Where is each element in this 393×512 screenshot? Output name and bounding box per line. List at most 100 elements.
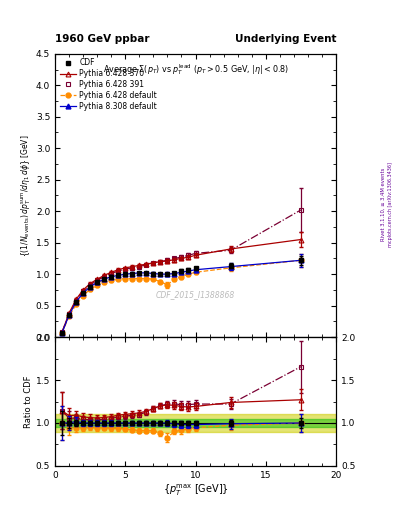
Pythia 6.428 391 [88,282,92,288]
CDF [165,271,170,277]
Pythia 6.428 default [179,273,184,280]
Pythia 6.428 default [130,275,135,282]
Pythia 8.308 default [130,270,135,276]
Text: CDF_2015_I1388868: CDF_2015_I1388868 [156,290,235,299]
Pythia 6.428 391 [116,268,121,274]
Pythia 6.428 default [193,269,198,275]
Pythia 6.428 391 [172,255,177,262]
CDF [144,270,149,276]
Pythia 8.308 default [144,270,149,276]
Pythia 6.428 370 [74,296,79,303]
Pythia 8.308 default [137,270,142,276]
Pythia 6.428 370 [144,261,149,267]
CDF [74,300,79,306]
CDF [116,272,121,279]
Pythia 6.428 391 [109,270,114,276]
Pythia 6.428 370 [158,259,163,265]
Pythia 6.428 370 [102,272,107,279]
CDF [186,267,191,273]
Pythia 6.428 default [172,276,177,282]
Pythia 8.308 default [67,312,72,318]
Pythia 8.308 default [228,264,233,270]
Pythia 6.428 370 [116,267,121,273]
Pythia 6.428 370 [137,262,142,268]
CDF [60,330,64,336]
Pythia 8.308 default [88,284,92,290]
Pythia 6.428 default [299,257,303,263]
Pythia 8.308 default [151,270,156,276]
Pythia 6.428 391 [179,254,184,260]
Pythia 6.428 370 [186,254,191,260]
Pythia 6.428 370 [151,260,156,266]
Pythia 6.428 370 [130,264,135,270]
Pythia 6.428 default [123,275,128,282]
Pythia 6.428 default [81,292,86,298]
CDF [151,270,156,276]
CDF [130,270,135,276]
Pythia 8.308 default [158,271,163,277]
Pythia 6.428 370 [88,281,92,287]
Pythia 6.428 default [137,275,142,282]
Pythia 6.428 default [67,313,72,319]
Line: Pythia 6.428 391: Pythia 6.428 391 [60,207,303,334]
CDF [102,276,107,282]
Pythia 8.308 default [172,270,177,276]
Pythia 6.428 default [74,301,79,307]
CDF [179,268,184,274]
Pythia 8.308 default [123,271,128,277]
Pythia 8.308 default [193,267,198,273]
Pythia 6.428 default [95,283,99,289]
Pythia 6.428 391 [123,266,128,272]
Pythia 6.428 391 [165,257,170,263]
Pythia 8.308 default [109,273,114,280]
Pythia 6.428 391 [158,259,163,265]
CDF [67,312,72,318]
Pythia 6.428 391 [81,288,86,294]
Pythia 6.428 391 [95,278,99,284]
Pythia 6.428 370 [165,258,170,264]
Pythia 6.428 391 [186,252,191,259]
Pythia 6.428 default [165,282,170,288]
CDF [172,270,177,276]
CDF [299,257,303,263]
CDF [81,290,86,296]
Pythia 6.428 default [151,276,156,282]
Pythia 6.428 391 [102,273,107,280]
Pythia 6.428 default [158,279,163,285]
CDF [95,279,99,285]
Text: Average $\Sigma(p_T)$ vs $p_T^\mathrm{lead}$ ($p_T > 0.5$ GeV, $|\eta| < 0.8$): Average $\Sigma(p_T)$ vs $p_T^\mathrm{le… [103,62,288,77]
CDF [228,263,233,269]
Pythia 8.308 default [179,269,184,275]
Bar [55,414,336,432]
Pythia 8.308 default [186,268,191,274]
Pythia 6.428 default [88,286,92,292]
Pythia 6.428 391 [151,260,156,266]
Pythia 6.428 391 [228,247,233,253]
Pythia 6.428 391 [144,262,149,268]
Pythia 6.428 default [102,279,107,285]
Line: Pythia 6.428 370: Pythia 6.428 370 [60,237,303,334]
Pythia 6.428 391 [67,311,72,317]
CDF [123,271,128,277]
Pythia 6.428 default [109,278,114,284]
Pythia 6.428 391 [193,250,198,257]
Line: CDF: CDF [60,258,303,335]
Pythia 6.428 370 [193,252,198,259]
Pythia 6.428 default [186,271,191,277]
Pythia 8.308 default [95,279,99,285]
Pythia 6.428 391 [130,265,135,271]
Pythia 8.308 default [116,272,121,279]
Pythia 6.428 370 [172,257,177,263]
Pythia 6.428 370 [109,269,114,275]
Pythia 6.428 default [116,276,121,282]
Pythia 6.428 default [144,275,149,282]
Pythia 6.428 370 [60,329,64,335]
Legend: CDF, Pythia 6.428 370, Pythia 6.428 391, Pythia 6.428 default, Pythia 8.308 defa: CDF, Pythia 6.428 370, Pythia 6.428 391,… [58,57,159,113]
Pythia 6.428 default [228,265,233,271]
CDF [137,270,142,276]
Text: mcplots.cern.ch [arXiv:1306.3436]: mcplots.cern.ch [arXiv:1306.3436] [388,162,393,247]
Pythia 6.428 default [60,330,64,336]
Pythia 6.428 370 [299,237,303,243]
Pythia 8.308 default [299,257,303,263]
Line: Pythia 8.308 default: Pythia 8.308 default [60,258,303,335]
